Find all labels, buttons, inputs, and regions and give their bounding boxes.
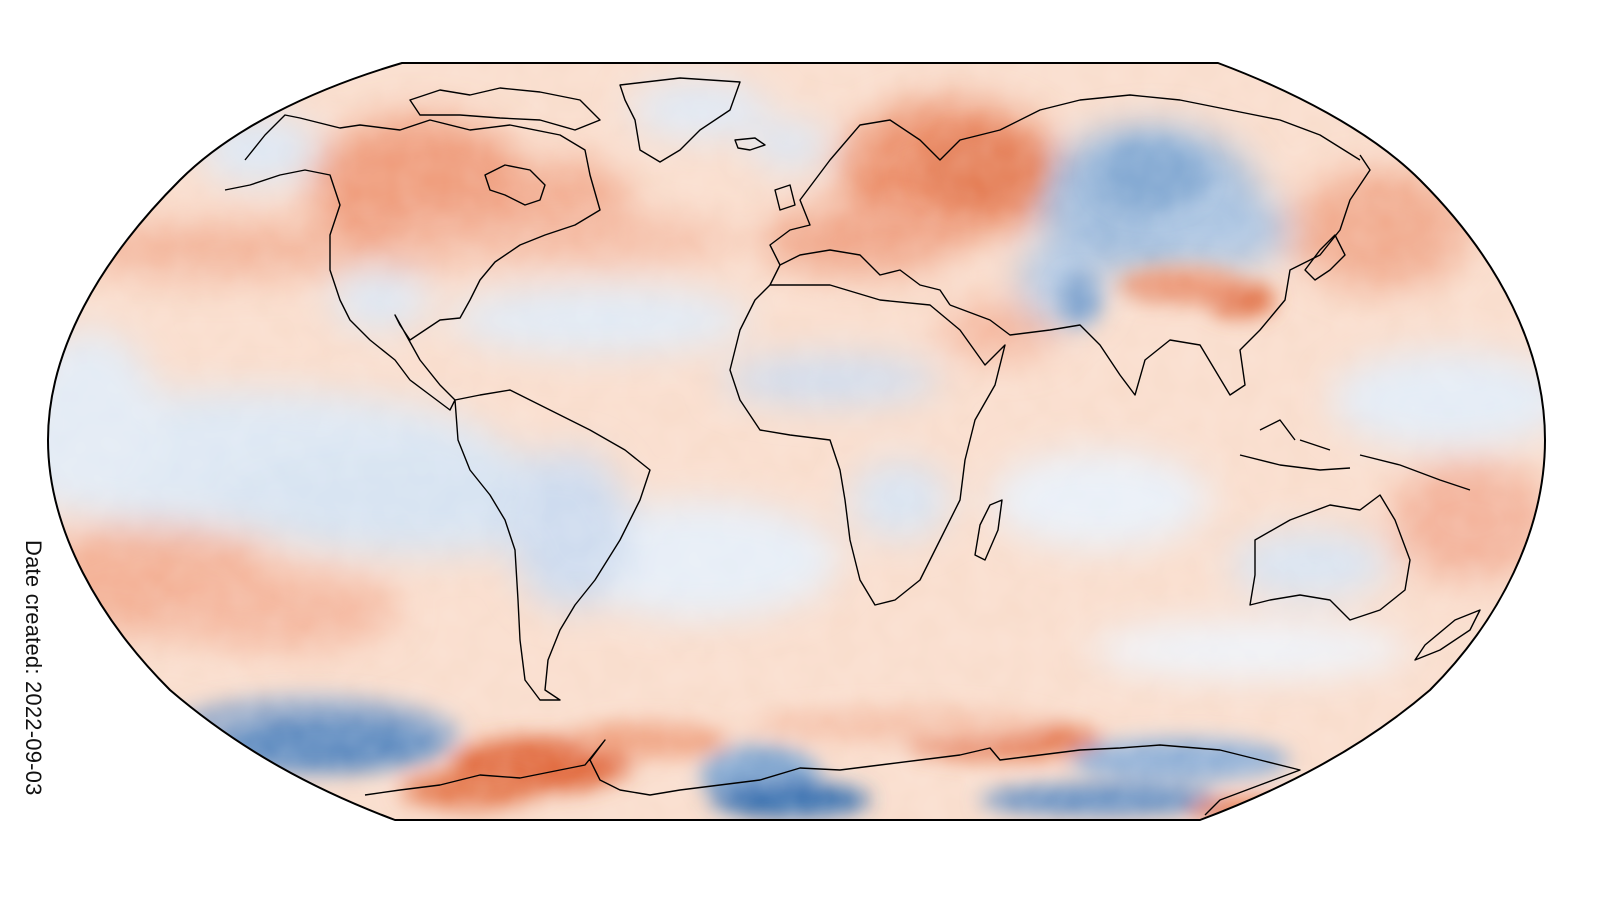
coastline-north-america xyxy=(224,114,601,411)
map-border xyxy=(46,62,1547,821)
coastline-greenland xyxy=(619,77,741,163)
coastline-new-zealand xyxy=(1414,609,1481,661)
date-created-label: Date created: 2022-09-03 xyxy=(21,540,46,796)
coastline-japan xyxy=(1304,234,1346,281)
coastline-asia-south xyxy=(949,154,1371,396)
coastline-madagascar xyxy=(974,499,1003,561)
coastline-british-isles xyxy=(774,184,796,211)
date-label-clip: Date created: 2022-09-03 xyxy=(0,0,60,836)
coastline-antarctica xyxy=(364,739,1301,816)
coastline-south-america xyxy=(454,389,651,701)
coastline-africa xyxy=(729,284,1006,606)
coastline-indonesia xyxy=(1239,419,1471,491)
coastline-arctic-islands xyxy=(409,87,601,131)
coastlines xyxy=(224,77,1481,816)
coastline-europe xyxy=(769,94,1361,286)
coastline-mediterranean xyxy=(779,249,951,306)
coastline-hudson-bay xyxy=(484,164,546,206)
coastline-iceland xyxy=(734,137,766,151)
coastline-australia xyxy=(1249,494,1411,621)
